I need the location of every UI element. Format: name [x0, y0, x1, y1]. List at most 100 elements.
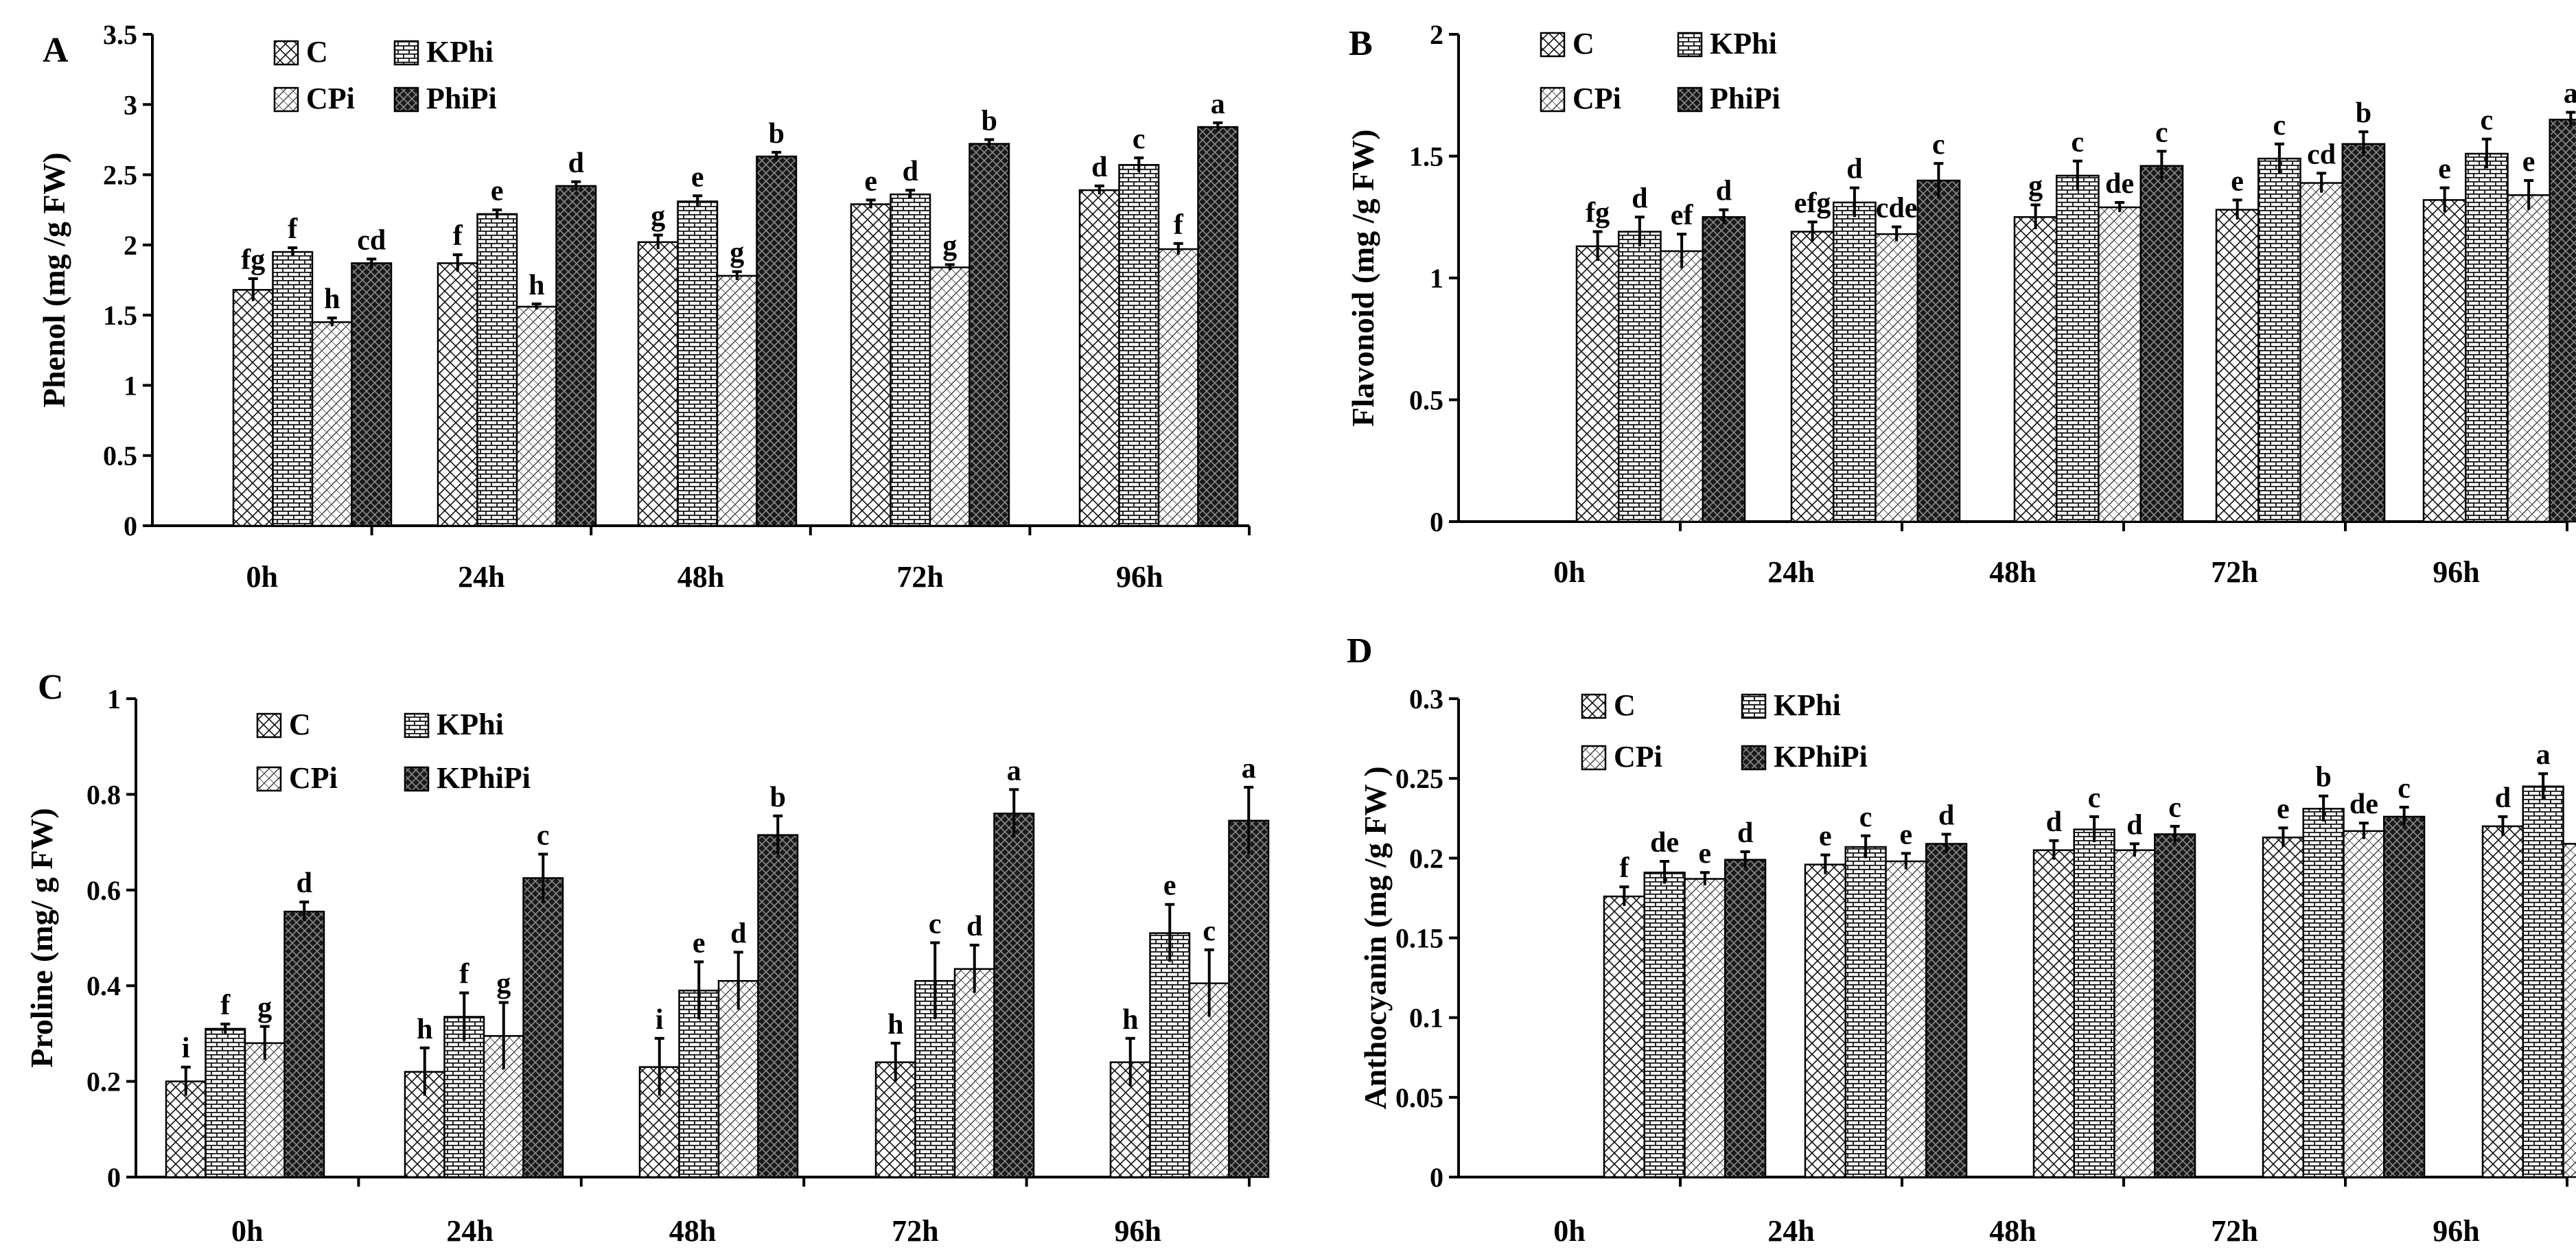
chart-panel-A: A Phenol (mg /g FW) 0 0.5 1 1.5 2 2.5 3 3.5 0h 24h 4… — [36, 19, 1251, 594]
error-bar — [2030, 203, 2041, 229]
error-bar — [1892, 225, 1902, 242]
bar — [437, 262, 478, 527]
bar — [2299, 182, 2343, 523]
error-bar — [1740, 850, 1750, 868]
error-bar — [1719, 208, 1729, 224]
legend-label: CPi — [1573, 82, 1621, 115]
y-tick-label: 0.15 — [1395, 923, 1443, 954]
bar — [351, 262, 393, 527]
legend-label: C — [289, 708, 311, 741]
significance-letter: h — [1122, 1004, 1138, 1036]
error-bar — [890, 1041, 901, 1082]
legend-label: KPhi — [437, 708, 504, 741]
panel-label: A — [43, 31, 69, 70]
bar — [2073, 828, 2115, 1178]
error-bar — [1134, 156, 1144, 172]
bar — [2113, 849, 2156, 1178]
y-tick-label: 2.5 — [103, 160, 137, 191]
significance-letter: e — [491, 176, 504, 207]
significance-letter: b — [769, 118, 785, 150]
bar — [1925, 843, 1968, 1178]
legend-label: KPhi — [426, 35, 494, 69]
bar — [283, 910, 325, 1178]
legend-swatch — [256, 712, 282, 739]
error-bar — [2170, 824, 2180, 843]
bar — [2098, 206, 2142, 523]
y-tick-label: 0 — [107, 1162, 121, 1193]
y-tick-label: 1 — [107, 684, 121, 714]
bar — [1643, 871, 1686, 1178]
significance-letter: c — [1203, 916, 1216, 947]
error-bar — [944, 263, 955, 270]
significance-letter: f — [459, 959, 469, 990]
bar — [555, 185, 597, 527]
legend-swatch — [1540, 86, 1566, 113]
significance-letter: c — [2273, 110, 2286, 141]
significance-letter: e — [1819, 821, 1832, 852]
error-bar — [2157, 150, 2167, 181]
error-bar — [571, 180, 581, 191]
y-tick-label: 0.1 — [1409, 1003, 1443, 1034]
legend-label: CPi — [289, 761, 338, 795]
legend-swatch — [1741, 745, 1767, 771]
bar — [968, 143, 1010, 527]
error-bar — [2072, 159, 2082, 191]
legend-label: PhiPi — [1710, 82, 1780, 115]
error-bar — [2129, 842, 2139, 857]
error-bar — [2566, 111, 2576, 127]
significance-letter: f — [1619, 852, 1629, 884]
bar — [1684, 878, 1726, 1178]
bar — [1916, 179, 1961, 523]
error-bar — [2358, 822, 2369, 839]
error-bar — [299, 900, 310, 922]
bar — [2262, 836, 2304, 1178]
legend-swatch — [1677, 32, 1703, 58]
significance-letter: e — [1699, 838, 1712, 870]
bar — [2549, 119, 2576, 523]
significance-letter: de — [1650, 827, 1679, 859]
error-bar — [905, 189, 916, 199]
error-bar — [452, 253, 463, 272]
y-axis-label: Anthocyanin (mg /g FW ) — [1358, 766, 1393, 1109]
error-bar — [693, 194, 703, 207]
error-bar — [969, 943, 979, 993]
error-bar — [220, 1022, 231, 1034]
error-bar — [2278, 826, 2288, 848]
error-bar — [2439, 186, 2450, 213]
error-bar — [1677, 233, 1687, 268]
error-bar — [1861, 834, 1871, 859]
significance-letter: d — [1938, 800, 1954, 831]
error-bar — [1165, 903, 1175, 962]
y-axis-label: Proline (mg/ g FW) — [24, 808, 59, 1068]
significance-letter: g — [496, 968, 511, 1000]
error-bar — [1009, 788, 1019, 838]
x-tick-label: 0h — [246, 560, 278, 594]
error-bar — [1173, 242, 1183, 255]
significance-letter: g — [2028, 171, 2043, 202]
significance-letter: h — [324, 283, 340, 315]
y-tick-label: 1 — [1430, 263, 1443, 294]
significance-letter: d — [1091, 152, 1107, 183]
bar — [2465, 152, 2509, 523]
error-bar — [2481, 137, 2492, 169]
bar — [1149, 932, 1191, 1178]
y-tick-label: 1 — [124, 370, 137, 401]
significance-letter: d — [903, 156, 918, 187]
significance-letter: f — [1174, 209, 1184, 241]
error-bar — [1619, 885, 1629, 907]
significance-letter: d — [297, 868, 312, 899]
significance-letter: d — [1632, 183, 1647, 214]
significance-letter: h — [887, 1009, 903, 1040]
legend-swatch — [256, 766, 282, 792]
error-bar — [2089, 815, 2100, 843]
significance-letter: a — [1211, 89, 1225, 120]
error-bar — [733, 951, 743, 1010]
bar — [2422, 199, 2467, 523]
x-tick-label: 24h — [1767, 1214, 1814, 1248]
error-bar — [653, 233, 663, 249]
significance-letter: e — [691, 161, 704, 193]
significance-letter: d — [2495, 782, 2511, 814]
x-tick-label: 48h — [1989, 555, 2036, 589]
significance-letter: ef — [1671, 200, 1694, 231]
